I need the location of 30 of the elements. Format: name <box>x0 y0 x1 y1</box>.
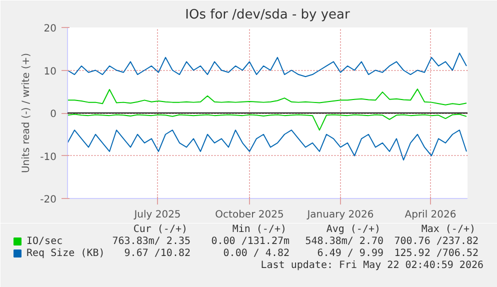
x-tick-label: October 2025 <box>215 210 284 220</box>
y-tick-label: -20 <box>40 194 57 206</box>
y-tick-label: 20 <box>44 24 57 34</box>
line-series <box>68 52 467 78</box>
legend-label: Req Size (KB) <box>26 248 105 259</box>
text: 700.76 /237.82 <box>394 236 479 247</box>
legend-label: IO/sec <box>26 236 63 247</box>
chart-title: IOs for /dev/sda - by year <box>185 8 351 22</box>
y-axis-title: Units read (-) / write (+) <box>21 52 32 174</box>
text: Max (-/+) <box>421 224 476 235</box>
x-tick-label: January 2026 <box>306 210 374 220</box>
line-series <box>68 130 467 161</box>
y-tick-label: 0 <box>50 109 57 120</box>
line-series <box>68 88 467 106</box>
text: 548.38m/ 2.70 <box>305 236 384 247</box>
line-series <box>68 114 467 131</box>
text: 9.67 /10.82 <box>124 248 191 259</box>
y-tick-label: -10 <box>40 152 57 163</box>
x-tick-label: July 2025 <box>133 210 181 220</box>
text: 0.00 / 4.82 <box>223 248 290 259</box>
text: 763.83m/ 2.35 <box>112 236 191 247</box>
x-tick-label: April 2026 <box>404 210 456 220</box>
y-tick-label: 10 <box>44 66 57 78</box>
text: Min (-/+) <box>232 224 287 235</box>
text: 125.92 /706.52 <box>394 248 479 259</box>
text: Cur (-/+) <box>133 224 188 235</box>
text: 0.00 /131.27m <box>211 236 290 247</box>
text: Avg (-/+) <box>326 224 381 235</box>
text: 6.49 / 9.99 <box>317 248 384 259</box>
text: Last update: Fri May 22 02:40:59 2026 <box>260 260 484 271</box>
